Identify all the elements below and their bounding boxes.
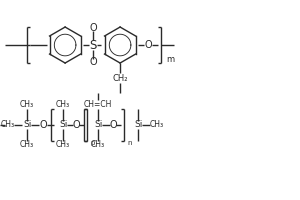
Text: O: O [39, 120, 47, 130]
Text: CH₂: CH₂ [112, 74, 128, 83]
Text: O: O [109, 120, 117, 130]
Text: O: O [89, 23, 97, 33]
Text: CH₃: CH₃ [91, 140, 105, 149]
Text: O: O [89, 57, 97, 67]
Text: CH₃: CH₃ [56, 100, 70, 109]
Text: CH=CH: CH=CH [84, 100, 112, 109]
Text: p: p [90, 140, 94, 146]
Text: Si: Si [134, 120, 142, 129]
Text: m: m [166, 55, 174, 64]
Text: Si: Si [94, 120, 102, 129]
Text: O: O [72, 120, 80, 130]
Text: CH₃: CH₃ [20, 140, 34, 149]
Text: CH₃: CH₃ [150, 120, 164, 129]
Text: O: O [144, 40, 152, 50]
Text: n: n [127, 140, 132, 146]
Text: CH₃: CH₃ [56, 140, 70, 149]
Text: S: S [89, 39, 97, 52]
Text: Si: Si [23, 120, 31, 129]
Text: Si: Si [59, 120, 67, 129]
Text: CH₃: CH₃ [20, 100, 34, 109]
Text: CH₃: CH₃ [1, 120, 15, 129]
